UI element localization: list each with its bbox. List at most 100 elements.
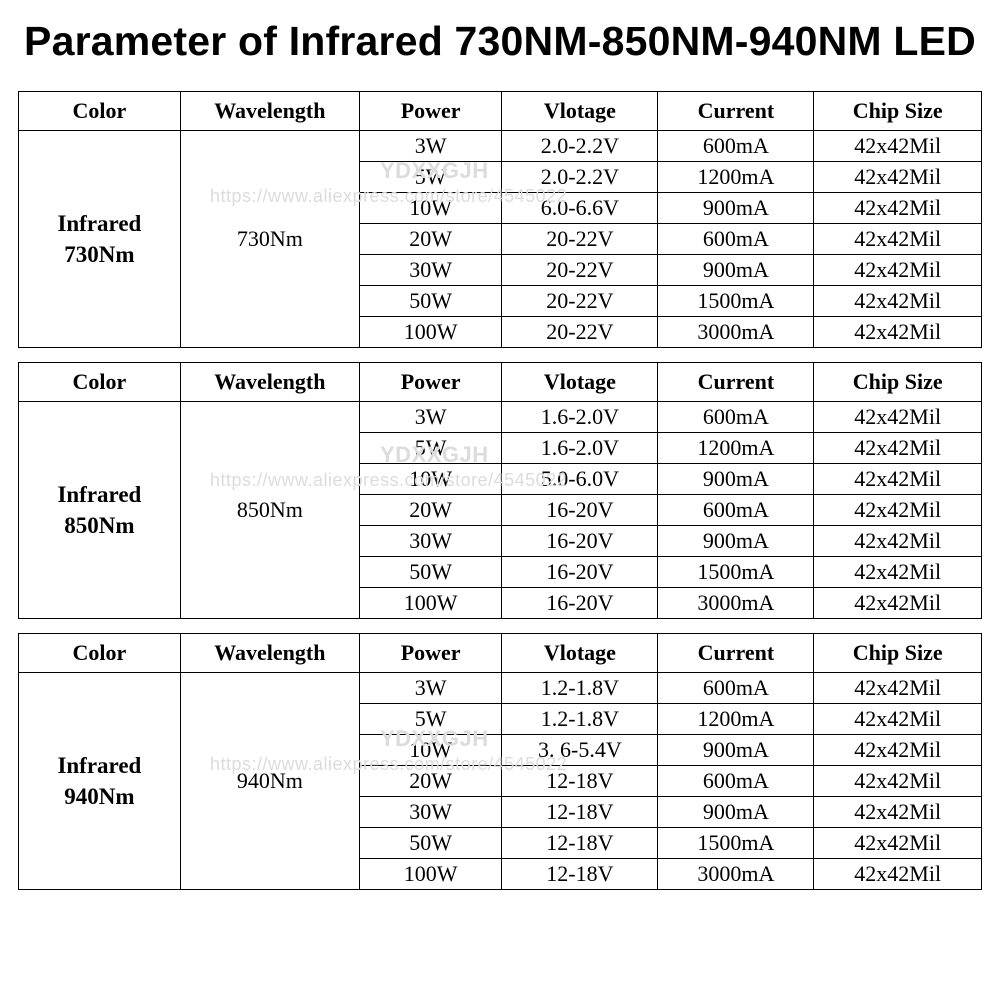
cell-chip: 42x42Mil	[814, 673, 982, 704]
cell-voltage: 1.6-2.0V	[502, 402, 658, 433]
cell-voltage: 2.0-2.2V	[502, 131, 658, 162]
cell-chip: 42x42Mil	[814, 704, 982, 735]
cell-current: 600mA	[658, 224, 814, 255]
cell-chip: 42x42Mil	[814, 557, 982, 588]
cell-chip: 42x42Mil	[814, 286, 982, 317]
color-name-line1: Infrared	[57, 482, 141, 507]
cell-current: 600mA	[658, 766, 814, 797]
cell-power: 50W	[359, 557, 502, 588]
cell-voltage: 2.0-2.2V	[502, 162, 658, 193]
cell-chip: 42x42Mil	[814, 317, 982, 348]
col-header-chipsize: Chip Size	[814, 363, 982, 402]
cell-current: 900mA	[658, 193, 814, 224]
cell-voltage: 6.0-6.6V	[502, 193, 658, 224]
col-header-color: Color	[19, 363, 181, 402]
cell-power: 5W	[359, 162, 502, 193]
cell-chip: 42x42Mil	[814, 859, 982, 890]
col-header-power: Power	[359, 363, 502, 402]
cell-voltage: 3. 6-5.4V	[502, 735, 658, 766]
cell-power: 10W	[359, 464, 502, 495]
cell-power: 100W	[359, 859, 502, 890]
table-header-row: Color Wavelength Power Vlotage Current C…	[19, 363, 982, 402]
cell-power: 5W	[359, 704, 502, 735]
cell-voltage: 20-22V	[502, 255, 658, 286]
cell-chip: 42x42Mil	[814, 797, 982, 828]
cell-voltage: 16-20V	[502, 495, 658, 526]
cell-power: 20W	[359, 495, 502, 526]
cell-wavelength: 940Nm	[180, 673, 359, 890]
color-name-line2: 730Nm	[64, 242, 134, 267]
cell-power: 50W	[359, 828, 502, 859]
table-row: Infrared 730Nm 730Nm 3W 2.0-2.2V 600mA 4…	[19, 131, 982, 162]
cell-voltage: 20-22V	[502, 286, 658, 317]
cell-chip: 42x42Mil	[814, 735, 982, 766]
cell-power: 30W	[359, 797, 502, 828]
cell-color-name: Infrared 940Nm	[19, 673, 181, 890]
cell-chip: 42x42Mil	[814, 193, 982, 224]
cell-voltage: 20-22V	[502, 317, 658, 348]
col-header-color: Color	[19, 92, 181, 131]
cell-voltage: 16-20V	[502, 526, 658, 557]
cell-power: 100W	[359, 317, 502, 348]
spec-table-940nm: Color Wavelength Power Vlotage Current C…	[18, 633, 982, 890]
cell-current: 900mA	[658, 797, 814, 828]
cell-chip: 42x42Mil	[814, 402, 982, 433]
table-header-row: Color Wavelength Power Vlotage Current C…	[19, 634, 982, 673]
cell-voltage: 12-18V	[502, 766, 658, 797]
cell-voltage: 5.0-6.0V	[502, 464, 658, 495]
cell-power: 30W	[359, 526, 502, 557]
cell-power: 5W	[359, 433, 502, 464]
cell-current: 1500mA	[658, 286, 814, 317]
spec-table-850nm: Color Wavelength Power Vlotage Current C…	[18, 362, 982, 619]
col-header-voltage: Vlotage	[502, 363, 658, 402]
col-header-color: Color	[19, 634, 181, 673]
cell-power: 10W	[359, 193, 502, 224]
cell-chip: 42x42Mil	[814, 588, 982, 619]
cell-current: 1500mA	[658, 828, 814, 859]
col-header-chipsize: Chip Size	[814, 634, 982, 673]
cell-voltage: 1.2-1.8V	[502, 704, 658, 735]
cell-voltage: 12-18V	[502, 828, 658, 859]
color-name-line1: Infrared	[57, 753, 141, 778]
col-header-current: Current	[658, 634, 814, 673]
cell-power: 30W	[359, 255, 502, 286]
cell-power: 100W	[359, 588, 502, 619]
color-name-line2: 940Nm	[64, 784, 134, 809]
cell-voltage: 1.6-2.0V	[502, 433, 658, 464]
cell-voltage: 12-18V	[502, 797, 658, 828]
col-header-power: Power	[359, 92, 502, 131]
cell-current: 600mA	[658, 131, 814, 162]
cell-voltage: 20-22V	[502, 224, 658, 255]
cell-current: 900mA	[658, 255, 814, 286]
cell-current: 1200mA	[658, 162, 814, 193]
table-row: Infrared 850Nm 850Nm 3W 1.6-2.0V 600mA 4…	[19, 402, 982, 433]
page-title: Parameter of Infrared 730NM-850NM-940NM …	[18, 18, 982, 65]
cell-voltage: 12-18V	[502, 859, 658, 890]
cell-current: 600mA	[658, 495, 814, 526]
col-header-chipsize: Chip Size	[814, 92, 982, 131]
col-header-current: Current	[658, 92, 814, 131]
cell-current: 600mA	[658, 673, 814, 704]
cell-chip: 42x42Mil	[814, 495, 982, 526]
cell-voltage: 16-20V	[502, 588, 658, 619]
cell-chip: 42x42Mil	[814, 255, 982, 286]
cell-voltage: 16-20V	[502, 557, 658, 588]
col-header-power: Power	[359, 634, 502, 673]
cell-chip: 42x42Mil	[814, 526, 982, 557]
col-header-voltage: Vlotage	[502, 92, 658, 131]
cell-color-name: Infrared 730Nm	[19, 131, 181, 348]
cell-current: 600mA	[658, 402, 814, 433]
tables-container: Color Wavelength Power Vlotage Current C…	[18, 91, 982, 890]
table-row: Infrared 940Nm 940Nm 3W 1.2-1.8V 600mA 4…	[19, 673, 982, 704]
cell-current: 1200mA	[658, 433, 814, 464]
spec-table-730nm: Color Wavelength Power Vlotage Current C…	[18, 91, 982, 348]
cell-chip: 42x42Mil	[814, 766, 982, 797]
cell-current: 900mA	[658, 735, 814, 766]
cell-power: 3W	[359, 131, 502, 162]
cell-power: 20W	[359, 224, 502, 255]
cell-current: 3000mA	[658, 317, 814, 348]
cell-chip: 42x42Mil	[814, 224, 982, 255]
color-name-line2: 850Nm	[64, 513, 134, 538]
cell-current: 1500mA	[658, 557, 814, 588]
cell-voltage: 1.2-1.8V	[502, 673, 658, 704]
